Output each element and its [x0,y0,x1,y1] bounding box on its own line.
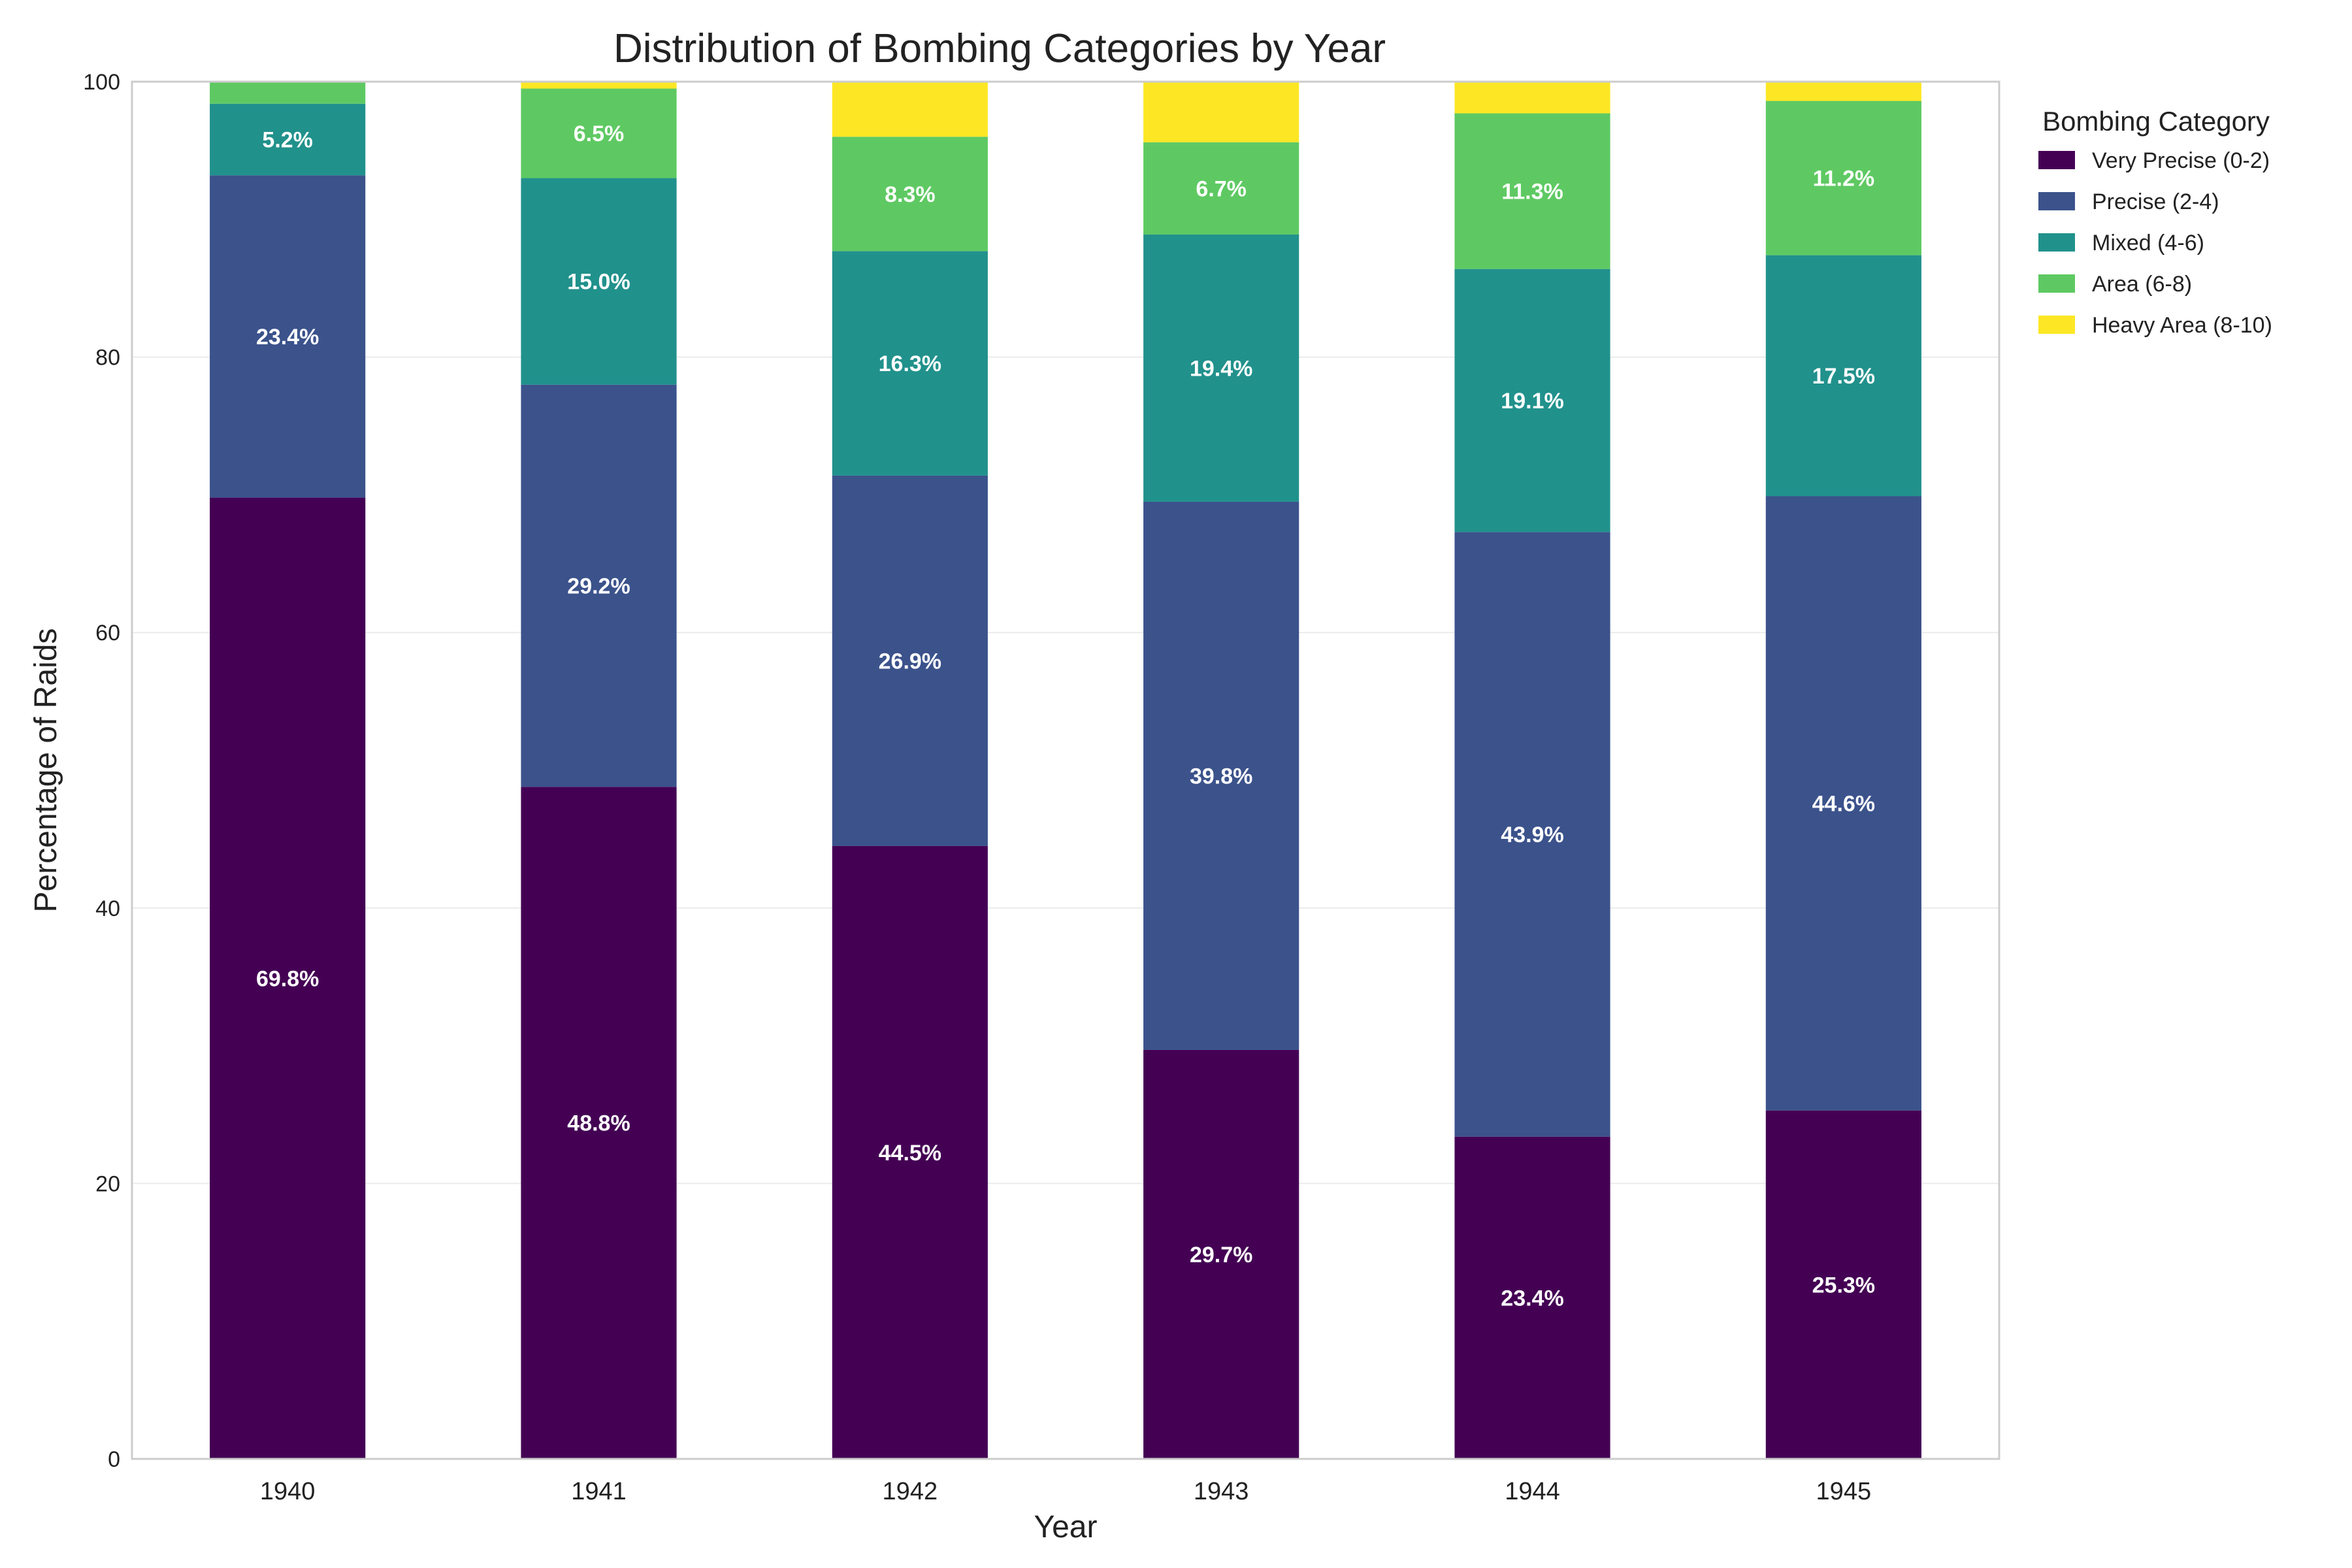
data-label: 23.4% [1501,1286,1563,1311]
data-label: 44.5% [879,1141,941,1166]
x-tick-label: 1945 [1816,1478,1872,1505]
data-label: 39.8% [1190,764,1252,789]
bar-segment [832,845,988,1459]
data-label: 44.6% [1812,792,1875,817]
x-axis-ticks: 1940 1941 1942 1943 1944 1945 [260,1478,1871,1505]
data-label: 11.3% [1501,180,1563,204]
bar-segment [1454,113,1610,269]
bar-segment [1454,1136,1610,1459]
data-label: 29.7% [1190,1243,1252,1267]
plot-frame [131,80,2001,1460]
y-axis-ticks: 0 20 40 60 80 100 [83,70,120,1472]
bar-segment [1765,82,1921,101]
bar-segment [1454,532,1610,1137]
bar-segment [210,103,366,176]
data-label: 16.3% [879,351,941,376]
legend-swatch [2038,192,2075,210]
legend-swatch [2038,151,2075,169]
data-label: 29.2% [567,574,630,599]
bar-segment [1143,234,1299,502]
bar-segment [1765,101,1921,255]
x-tick-label: 1943 [1194,1478,1249,1505]
x-tick-label: 1942 [883,1478,938,1505]
data-label: 11.2% [1813,167,1875,191]
y-tick-label: 20 [95,1171,120,1196]
y-tick-label: 60 [95,621,120,645]
bar-segment [832,82,988,137]
bar-segment [210,82,366,104]
grid-lines [132,356,1999,1184]
x-tick-label: 1941 [571,1478,627,1505]
data-label: 17.5% [1812,364,1875,389]
data-label: 6.5% [574,122,625,146]
data-label: 23.4% [256,325,319,350]
legend-swatch [2038,233,2075,252]
segment-labels: 69.8% 23.4% 5.2% 48.8% 29.2% 15.0% 6.5% 44.5% 26… [256,122,1875,1311]
x-axis-label: Year [1034,1510,1098,1544]
data-label: 43.9% [1501,823,1563,847]
data-label: 5.2% [262,128,313,153]
y-tick-label: 100 [83,70,120,95]
bar-segment [521,787,677,1459]
legend-swatch [2038,316,2075,334]
bar-segment [210,175,366,498]
bar-segment [1765,1110,1921,1459]
data-label: 69.8% [256,966,319,991]
y-tick-label: 0 [108,1447,120,1472]
data-label: 8.3% [885,182,936,207]
data-label: 26.9% [879,649,941,674]
y-tick-label: 40 [95,896,120,921]
data-label: 19.4% [1190,356,1252,381]
legend: Bombing Category Very Precise (0-2) Preci… [2038,106,2272,338]
data-label: 15.0% [567,270,630,295]
legend-entry: Heavy Area (8-10) [2092,313,2272,338]
legend-entry: Mixed (4-6) [2092,231,2204,255]
data-label: 25.3% [1812,1273,1875,1298]
bar-segment [521,384,677,787]
chart-title: Distribution of Bombing Categories by Ye… [613,26,1386,71]
data-label: 6.7% [1196,176,1247,201]
bars [210,82,1921,1460]
y-axis-label: Percentage of Raids [29,629,63,913]
y-tick-label: 80 [95,346,120,370]
legend-entry: Precise (2-4) [2092,189,2219,214]
bar-segment [1454,82,1610,114]
bar-segment [832,137,988,252]
legend-title: Bombing Category [2042,106,2270,137]
bar-segment [1765,255,1921,497]
bar-segment [1765,496,1921,1111]
bar-segment [832,475,988,846]
legend-entry: Area (6-8) [2092,272,2192,297]
bar-segment [1143,82,1299,142]
bar-segment [1143,501,1299,1050]
bar-segment [1143,142,1299,235]
bar-segment [521,178,677,385]
bar-segment [521,82,677,89]
x-tick-label: 1944 [1505,1478,1560,1505]
legend-entry: Very Precise (0-2) [2092,148,2270,173]
data-label: 48.8% [567,1111,630,1136]
bar-segment [1454,269,1610,532]
x-tick-label: 1940 [260,1478,316,1505]
data-label: 19.1% [1501,389,1563,414]
bar-segment [521,88,677,178]
legend-swatch [2038,274,2075,293]
bar-segment [210,497,366,1460]
bar-segment [832,251,988,476]
bar-segment [1143,1049,1299,1459]
